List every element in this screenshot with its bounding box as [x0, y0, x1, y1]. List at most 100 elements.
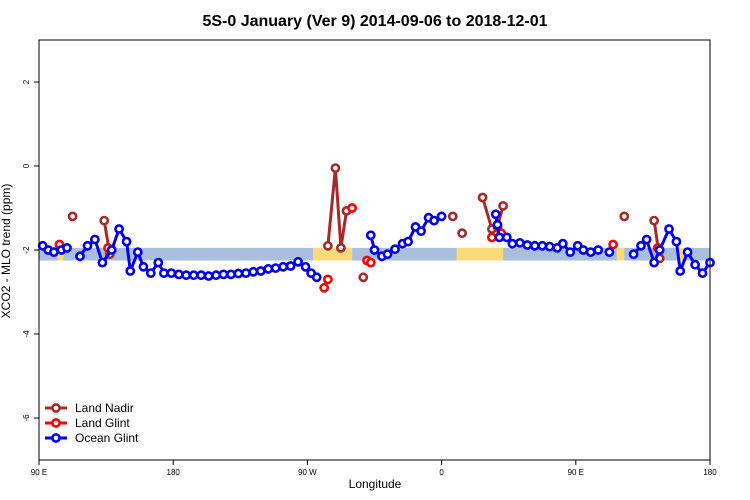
data-point-land-glint [322, 274, 333, 285]
data-point-land-nadir [330, 163, 341, 173]
data-point-ocean-glint [522, 240, 533, 250]
data-point-land-nadir [67, 211, 78, 222]
data-point-ocean-glint [218, 269, 229, 280]
data-point-land-glint [347, 203, 357, 213]
data-point-ocean-glint [285, 261, 296, 271]
data-point-ocean-glint [537, 240, 548, 251]
y-tick-label: -6 [22, 414, 31, 422]
data-point-ocean-glint [585, 247, 596, 257]
data-point-ocean-glint [132, 247, 143, 257]
data-point-land-nadir [498, 200, 508, 211]
data-point-ocean-glint [641, 234, 652, 245]
data-point-ocean-glint [649, 257, 659, 268]
data-point-ocean-glint [654, 245, 665, 255]
band-highlight [456, 247, 504, 261]
data-point-ocean-glint [97, 257, 108, 268]
data-point-ocean-glint [557, 238, 568, 249]
legend-label: Land Glint [75, 416, 130, 430]
y-axis-label: XCO2 - MLO trend (ppm) [0, 184, 13, 319]
data-point-land-glint [608, 239, 618, 250]
data-point-ocean-glint [166, 268, 177, 278]
data-point-ocean-glint [49, 247, 59, 257]
legend-marker [51, 418, 61, 428]
data-point-ocean-glint [263, 263, 274, 274]
data-point-ocean-glint [671, 236, 682, 247]
data-point-ocean-glint [507, 238, 518, 249]
data-point-ocean-glint [173, 269, 184, 280]
band-highlight [616, 247, 625, 261]
x-tick-label: 180 [703, 468, 717, 477]
data-point-ocean-glint [429, 215, 439, 226]
data-point-ocean-glint [248, 266, 259, 277]
data-point-ocean-glint [682, 247, 693, 257]
data-point-ocean-glint [593, 245, 604, 255]
data-point-ocean-glint [697, 268, 708, 278]
data-point-ocean-glint [382, 249, 393, 260]
data-point-ocean-glint [196, 270, 207, 281]
data-point-ocean-glint [106, 245, 117, 255]
y-tick-label: -2 [22, 246, 31, 254]
data-point-ocean-glint [82, 240, 93, 251]
data-point-ocean-glint [664, 224, 674, 234]
data-point-ocean-glint [121, 236, 132, 247]
series-layer [37, 163, 715, 293]
data-point-ocean-glint [75, 251, 85, 262]
x-tick-label: 0 [439, 468, 444, 477]
legend-item-land-glint: Land Glint [45, 416, 130, 430]
data-point-ocean-glint [211, 270, 221, 281]
data-point-ocean-glint [240, 268, 251, 278]
data-point-ocean-glint [300, 261, 311, 272]
data-point-land-nadir [619, 211, 630, 222]
x-tick-label: 90 W [298, 468, 317, 477]
data-point-land-nadir [447, 211, 458, 222]
data-point-land-nadir [649, 215, 659, 226]
legend-item-land-nadir: Land Nadir [45, 401, 134, 415]
data-point-ocean-glint [270, 263, 281, 273]
y-tick-label: 2 [22, 79, 31, 84]
data-point-ocean-glint [529, 240, 540, 251]
data-point-ocean-glint [293, 256, 303, 267]
legend-item-ocean-glint: Ocean Glint [45, 431, 139, 445]
data-point-land-glint [365, 257, 376, 268]
x-axis-label: Longitude [349, 477, 402, 491]
data-point-land-nadir [358, 272, 369, 283]
data-point-ocean-glint [436, 211, 447, 222]
data-point-ocean-glint [203, 271, 214, 281]
data-point-ocean-glint [311, 272, 322, 283]
data-point-ocean-glint [490, 209, 501, 220]
data-point-land-nadir [477, 192, 488, 203]
series-line-land-nadir [326, 167, 348, 249]
data-point-ocean-glint [125, 266, 136, 276]
x-tick-label: 90 E [31, 468, 47, 477]
data-point-land-nadir [322, 240, 333, 251]
data-point-ocean-glint [365, 230, 376, 241]
data-point-ocean-glint [604, 247, 615, 257]
data-point-ocean-glint [233, 268, 244, 279]
chart-title: 5S-0 January (Ver 9) 2014-09-06 to 2018-… [202, 13, 547, 30]
data-point-ocean-glint [188, 270, 199, 281]
y-axis: 2 0 -2 -4 -6 [22, 79, 39, 422]
data-point-land-nadir [99, 215, 110, 226]
data-point-ocean-glint [636, 240, 646, 251]
legend-marker [51, 403, 61, 413]
legend-label: Land Nadir [75, 401, 134, 415]
legend-marker [51, 433, 61, 443]
data-point-ocean-glint [369, 245, 380, 255]
band-highlight [312, 247, 353, 261]
data-point-land-nadir [457, 228, 467, 239]
x-tick-label: 180 [167, 468, 181, 477]
data-point-ocean-glint [416, 226, 426, 236]
y-tick-label: 0 [22, 163, 31, 168]
data-point-ocean-glint [278, 261, 289, 272]
data-point-ocean-glint [90, 234, 100, 245]
x-axis: 90 E 180 90 W 0 90 E 180 [31, 460, 717, 477]
data-point-ocean-glint [62, 242, 72, 253]
data-point-ocean-glint [255, 266, 266, 276]
data-point-ocean-glint [138, 261, 149, 272]
data-point-ocean-glint [390, 244, 400, 255]
data-point-ocean-glint [114, 224, 124, 234]
data-point-ocean-glint [145, 268, 156, 278]
series-ocean-glint [37, 209, 715, 283]
